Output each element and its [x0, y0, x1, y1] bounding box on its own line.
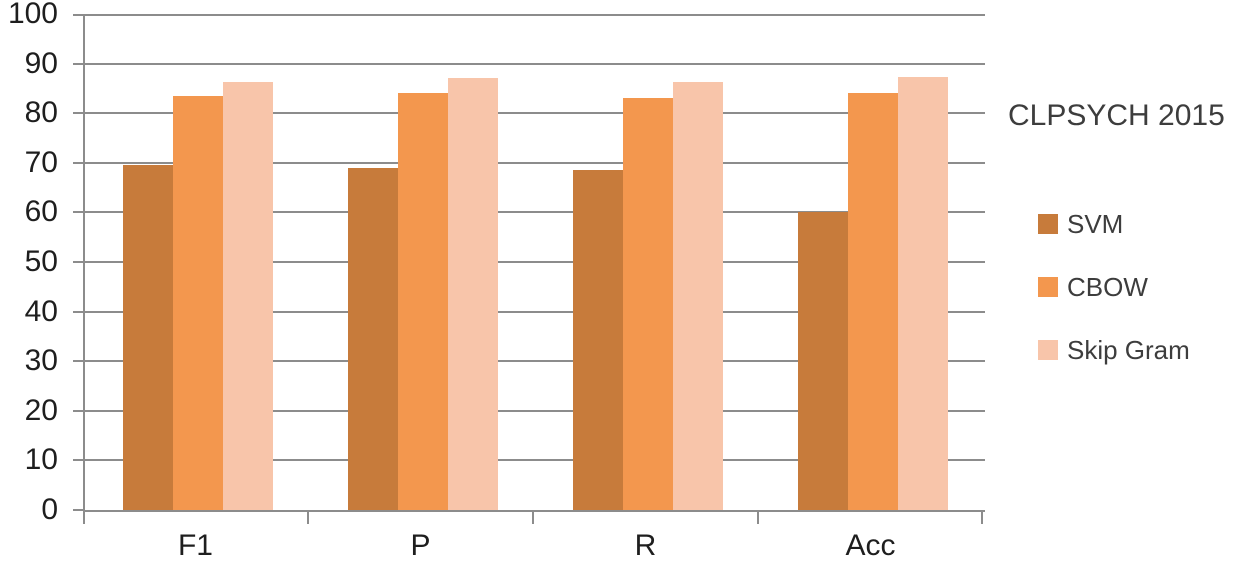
x-axis-category-label: P	[410, 529, 431, 562]
y-axis-tick	[73, 509, 83, 511]
x-axis-category-label: R	[634, 529, 657, 562]
y-axis-tick-label: 20	[24, 393, 58, 427]
legend-swatch	[1038, 214, 1058, 234]
gridline	[85, 409, 985, 412]
x-axis-tick	[981, 512, 983, 524]
gridline	[85, 459, 985, 462]
gridline	[85, 261, 985, 263]
y-axis-tick	[73, 161, 83, 164]
bar-cbow	[622, 98, 673, 510]
chart-title: CLPSYCH 2015	[1008, 99, 1225, 132]
bar-skip-gram	[672, 82, 723, 510]
y-axis-tick-label: 70	[24, 145, 58, 179]
y-axis-tick	[73, 459, 83, 462]
x-axis-tick	[532, 512, 534, 524]
y-axis-tick-label: 100	[7, 0, 58, 30]
gridline	[85, 14, 985, 16]
bar-skip-gram	[222, 82, 273, 510]
y-axis-tick-label: 40	[24, 294, 58, 328]
y-axis-tick-label: 30	[24, 344, 58, 378]
y-axis-tick-label: 80	[24, 96, 58, 130]
y-axis-tick	[73, 261, 83, 263]
y-axis-tick	[73, 360, 83, 363]
gridline	[85, 112, 985, 115]
y-axis-tick-label: 10	[24, 443, 58, 477]
bar-svm	[122, 165, 173, 510]
legend-item: SVM	[1038, 209, 1190, 239]
legend-item: Skip Gram	[1038, 335, 1190, 365]
y-axis-tick	[73, 112, 83, 115]
x-axis-category-label: Acc	[845, 529, 896, 562]
gridline	[85, 211, 985, 214]
bar-group	[85, 14, 310, 510]
legend: SVM CBOW Skip Gram	[1038, 209, 1190, 402]
gridline	[85, 161, 985, 164]
legend-label: SVM	[1067, 209, 1124, 239]
bar-svm	[797, 212, 848, 510]
bar-cbow	[172, 95, 223, 510]
x-axis-tick	[307, 512, 309, 524]
bar-cbow	[847, 93, 898, 510]
y-axis-tick-label: 50	[24, 245, 58, 278]
bar-svm	[347, 167, 398, 510]
bar-skip-gram	[447, 78, 498, 510]
bar-svm	[572, 170, 623, 510]
plot-area	[83, 14, 985, 512]
y-axis-tick	[73, 62, 83, 65]
legend-swatch	[1038, 340, 1058, 360]
y-axis-tick-label: 60	[24, 195, 58, 229]
gridline	[85, 360, 985, 363]
bar-group	[310, 14, 535, 510]
gridline	[85, 62, 985, 65]
y-axis-tick	[73, 310, 83, 313]
bar-group	[535, 14, 760, 510]
x-axis-category-label: F1	[177, 529, 213, 562]
y-axis-tick-label: 0	[41, 493, 58, 526]
x-axis-tick	[83, 512, 85, 524]
legend-item: CBOW	[1038, 272, 1190, 302]
y-axis-tick	[73, 409, 83, 412]
y-axis-tick-label: 90	[24, 46, 58, 80]
legend-label: Skip Gram	[1067, 335, 1190, 365]
x-axis-tick	[757, 512, 759, 524]
bar-cbow	[397, 93, 448, 510]
gridline	[85, 310, 985, 313]
bar-skip-gram	[897, 77, 948, 510]
bar-group	[760, 14, 985, 510]
legend-label: CBOW	[1067, 272, 1148, 302]
legend-swatch	[1038, 277, 1058, 297]
y-axis-tick	[73, 211, 83, 214]
y-axis-tick	[73, 14, 83, 16]
